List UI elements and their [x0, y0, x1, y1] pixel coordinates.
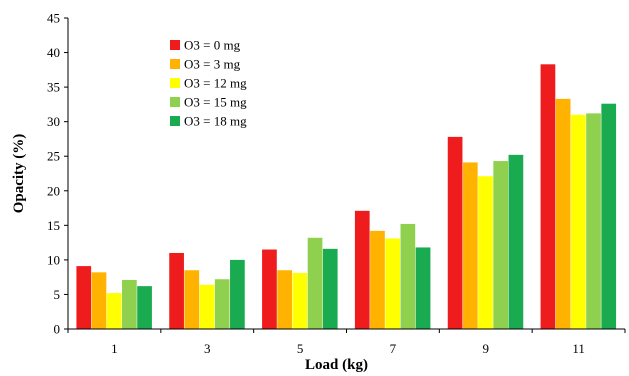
bar-11-series-0: [540, 64, 556, 329]
bar-3-series-0: [169, 252, 184, 329]
bar-11-series-4: [601, 103, 617, 329]
y-tick-label: 20: [47, 183, 60, 198]
x-tick-label: 7: [390, 341, 397, 356]
x-tick-label: 5: [297, 341, 304, 356]
y-tick-label: 30: [47, 114, 60, 129]
legend: O3 = 0 mg O3 = 3 mg O3 = 12 mg O3 = 15 mg O3…: [170, 38, 247, 129]
bar-1-series-1: [91, 272, 107, 329]
bar-11-series-2: [570, 114, 586, 329]
y-tick-label: 0: [54, 322, 61, 337]
bar-3-series-3: [214, 279, 230, 329]
x-tick-label: 3: [204, 341, 211, 356]
y-tick-label: 15: [47, 218, 60, 233]
bar-1-series-2: [106, 293, 122, 329]
y-tick-label: 25: [47, 149, 60, 164]
bars-group: [76, 64, 617, 329]
y-axis-title: Opacity (%): [11, 134, 27, 214]
y-tick-label: 5: [54, 287, 61, 302]
x-tick-label: 9: [483, 341, 490, 356]
y-tick-label: 45: [47, 11, 60, 26]
bar-7-series-2: [385, 238, 401, 329]
legend-swatch-3: [170, 97, 180, 107]
bar-3-series-2: [199, 284, 215, 329]
bar-5-series-4: [322, 248, 338, 329]
legend-label-0: O3 = 0 mg: [184, 38, 241, 53]
legend-swatch-0: [170, 40, 180, 50]
bar-9-series-3: [493, 161, 509, 329]
y-tick-label: 40: [47, 45, 60, 60]
legend-swatch-1: [170, 59, 180, 69]
y-tick-label: 10: [47, 252, 60, 267]
x-tick-label: 11: [572, 341, 585, 356]
legend-swatch-2: [170, 78, 180, 88]
bar-7-series-0: [354, 210, 370, 329]
y-axis-ticks: 0 5 10 15 20 25 30 35 40 45: [47, 11, 68, 337]
x-axis-title: Load (kg): [305, 357, 368, 373]
legend-label-2: O3 = 12 mg: [184, 76, 247, 91]
legend-label-4: O3 = 18 mg: [184, 114, 247, 129]
bar-9-series-0: [447, 136, 463, 329]
bar-1-series-4: [137, 286, 152, 329]
legend-label-1: O3 = 3 mg: [184, 57, 241, 72]
bar-11-series-3: [586, 113, 601, 329]
bar-5-series-0: [262, 249, 277, 329]
bar-5-series-1: [277, 270, 292, 329]
bar-1-series-3: [122, 279, 137, 329]
bar-7-series-3: [400, 223, 416, 329]
legend-swatch-4: [170, 116, 180, 126]
bar-3-series-4: [230, 259, 245, 329]
bar-5-series-3: [307, 237, 323, 329]
legend-label-3: O3 = 15 mg: [184, 95, 247, 110]
bar-9-series-2: [478, 176, 493, 329]
bar-5-series-2: [292, 273, 308, 329]
x-tick-label: 1: [111, 341, 118, 356]
bar-7-series-4: [415, 247, 431, 329]
bar-3-series-1: [184, 270, 200, 329]
x-axis-ticks: 1 3 5 7 9 11: [67, 329, 626, 356]
bar-9-series-4: [508, 154, 524, 329]
bar-7-series-1: [370, 230, 385, 329]
bar-9-series-1: [462, 162, 478, 329]
y-tick-label: 35: [47, 80, 60, 95]
bar-11-series-1: [555, 98, 571, 329]
bar-1-series-0: [76, 266, 92, 329]
